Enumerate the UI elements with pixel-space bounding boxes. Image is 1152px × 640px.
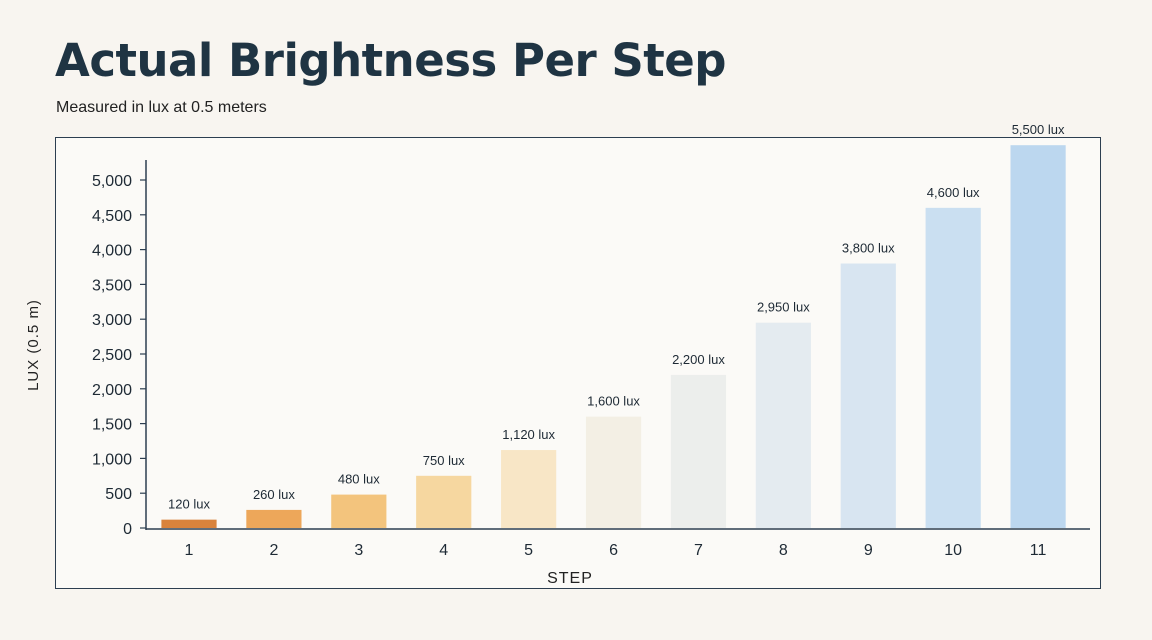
y-axis-title: LUX (0.5 m) (25, 299, 42, 391)
bar-step-3 (331, 494, 387, 528)
data-label: 2,950 lux (757, 300, 810, 315)
data-label: 5,500 lux (1012, 122, 1065, 137)
data-labels: 120 lux 260 lux 480 lux 750 lux 1,120 lux 1,6… (168, 122, 1065, 511)
data-label: 480 lux (338, 472, 380, 487)
x-tick-label: 6 (609, 542, 618, 559)
x-tick-label: 1 (185, 542, 194, 559)
bar-step-10 (925, 207, 981, 528)
y-tick-label: 0 (123, 521, 132, 538)
x-tick-label: 2 (269, 542, 278, 559)
page-subtitle: Measured in lux at 0.5 meters (56, 99, 267, 116)
data-label: 260 lux (253, 487, 295, 502)
bar-step-11 (1010, 145, 1066, 528)
page-title: Actual Brightness Per Step (55, 34, 727, 87)
y-tick-label: 4,000 (92, 243, 132, 260)
y-tick-label: 2,500 (92, 347, 132, 364)
data-label: 2,200 lux (672, 352, 725, 367)
data-label: 1,120 lux (502, 427, 555, 442)
x-tick-label: 5 (524, 542, 533, 559)
bar-step-4 (416, 475, 472, 528)
bar-step-2 (246, 509, 302, 528)
x-tick-label: 4 (439, 542, 448, 559)
data-label: 3,800 lux (842, 241, 895, 256)
y-tick-label: 3,000 (92, 312, 132, 329)
bar-step-9 (840, 263, 896, 528)
bar-step-7 (670, 374, 727, 528)
x-tick-label: 8 (779, 542, 788, 559)
data-label: 750 lux (423, 453, 465, 468)
y-tick-label: 4,500 (92, 208, 132, 225)
bar-step-8 (755, 322, 811, 528)
x-axis: 1 2 3 4 5 6 7 8 9 10 11 (146, 528, 1090, 559)
data-label: 1,600 lux (587, 394, 640, 409)
y-tick-label: 500 (105, 486, 132, 503)
bar-step-5 (501, 450, 557, 528)
y-tick-label: 1,500 (92, 417, 132, 434)
y-axis: 0 500 1,000 1,500 2,000 2,500 3,000 3,500 4,000 4… (92, 160, 147, 538)
x-tick-label: 3 (354, 542, 363, 559)
data-label: 4,600 lux (927, 185, 980, 200)
x-tick-label: 11 (1030, 542, 1047, 559)
bar-step-6 (585, 416, 642, 528)
y-tick-label: 3,500 (92, 277, 132, 294)
x-tick-label: 9 (864, 542, 873, 559)
y-tick-label: 1,000 (92, 451, 132, 468)
x-tick-label: 10 (944, 542, 962, 559)
data-label: 120 lux (168, 497, 210, 512)
x-tick-label: 7 (694, 542, 703, 559)
y-tick-label: 2,000 (92, 382, 132, 399)
x-axis-title: STEP (547, 570, 593, 587)
y-tick-label: 5,000 (92, 173, 132, 190)
bar-step-1 (161, 519, 217, 528)
bars (161, 145, 1066, 528)
